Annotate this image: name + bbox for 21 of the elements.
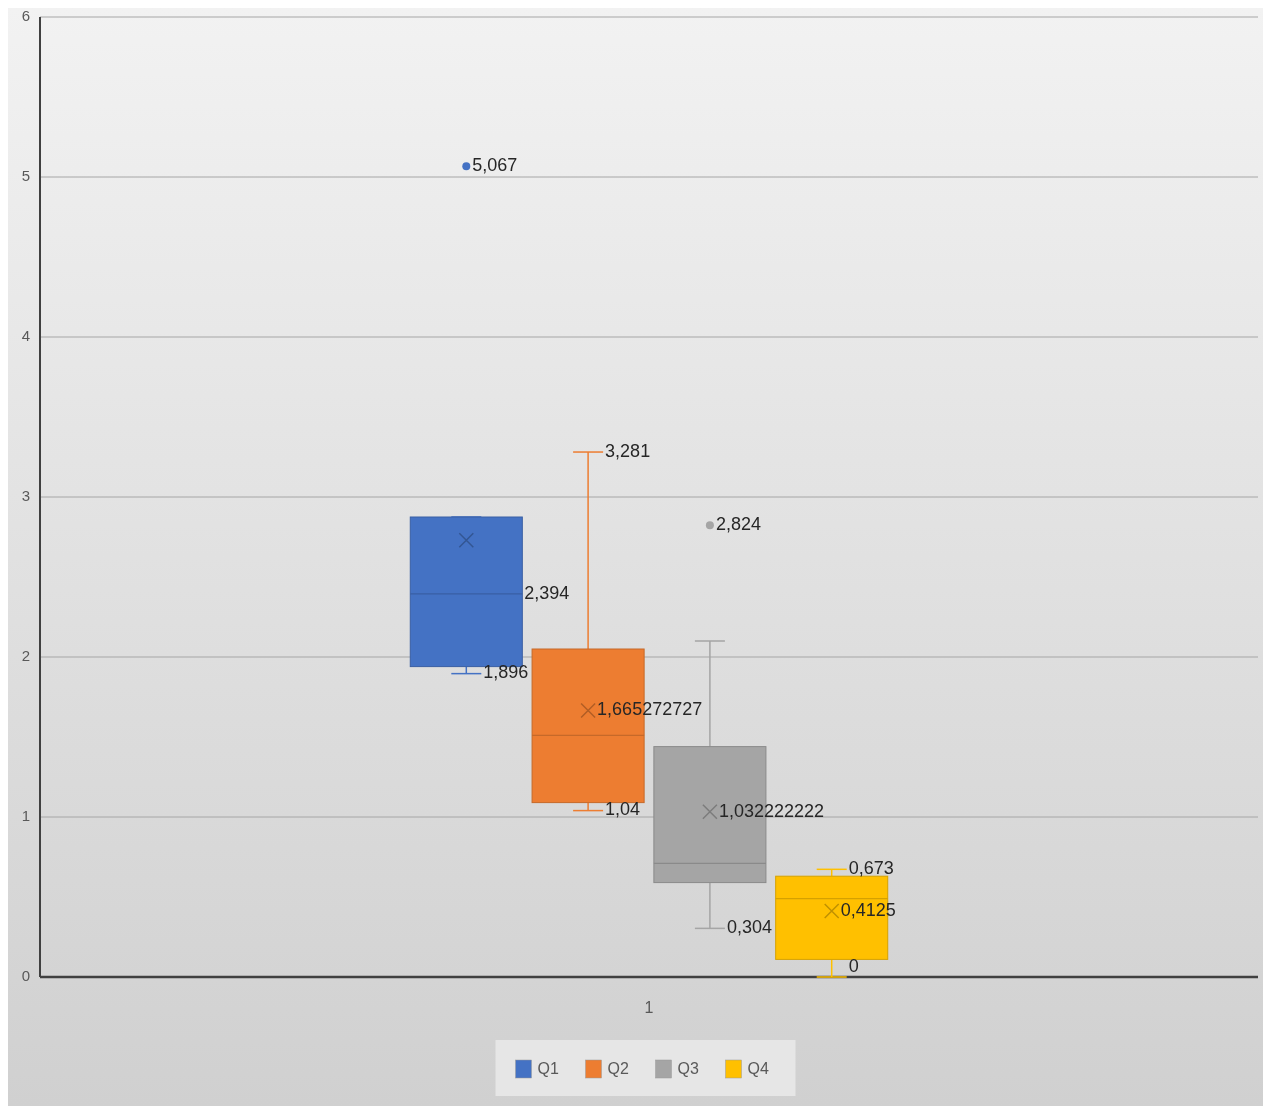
annotation: 2,394 <box>524 582 570 603</box>
y-tick-label: 4 <box>21 326 30 344</box>
legend-label: Q4 <box>747 1060 769 1078</box>
annotation: 3,281 <box>605 440 651 461</box>
annotation: 5,067 <box>472 155 518 176</box>
y-tick-label: 5 <box>21 166 30 184</box>
legend-label: Q3 <box>677 1060 699 1078</box>
annotation: 1,896 <box>483 662 529 683</box>
legend-label: Q2 <box>607 1060 629 1078</box>
annotation: 1,032222222 <box>718 800 825 821</box>
y-tick-label: 2 <box>21 646 30 664</box>
annotation: 0 <box>848 955 859 976</box>
y-tick-label: 3 <box>21 486 30 504</box>
annotation: 2,824 <box>715 513 761 534</box>
y-tick-label: 6 <box>21 6 30 24</box>
y-tick-label: 1 <box>21 806 30 824</box>
legend-label: Q1 <box>537 1060 559 1078</box>
y-tick-label: 0 <box>21 966 30 984</box>
annotation: 1,04 <box>605 799 641 820</box>
annotation: 0,673 <box>848 858 894 879</box>
annotation: 0,304 <box>726 917 772 938</box>
